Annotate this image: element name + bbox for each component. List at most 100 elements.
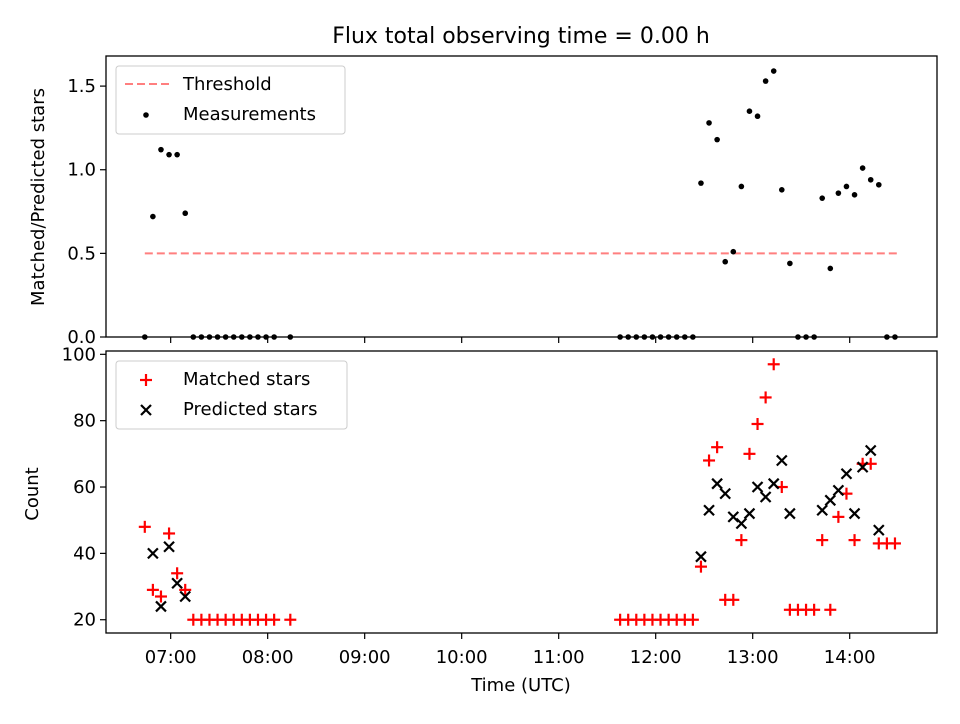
predicted-point: [816, 504, 828, 517]
measurement-point: [770, 68, 777, 74]
measurement-point: [730, 248, 737, 255]
count-points: [138, 358, 901, 626]
predicted-point: [832, 484, 845, 497]
predicted-point: [776, 454, 788, 467]
matched-point: [703, 454, 716, 467]
predicted-point: [856, 461, 869, 473]
matched-legend-marker: [140, 374, 152, 386]
predicted-point: [840, 467, 853, 480]
count-x-ticks: 07:00 08:00 09:00 10:00 11:00 12:00 13:00 14:00: [145, 633, 876, 668]
measurement-point: [698, 180, 704, 186]
measurements-legend-marker: [143, 112, 149, 118]
ratio-legend: Threshold Measurements: [115, 65, 346, 135]
predicted-point: [864, 444, 877, 457]
x-tick-label: 11:00: [533, 647, 585, 668]
predicted-point: [767, 477, 780, 490]
count-y-ticks: 20 40 60 80 100: [62, 344, 106, 631]
matched-point: [824, 603, 837, 616]
measurement-point: [851, 192, 858, 198]
measurement-point: [754, 113, 761, 120]
ratio-x-ticks: [170, 337, 851, 343]
x-axis-label: Time (UTC): [470, 675, 571, 696]
count-axes-frame: [105, 350, 938, 634]
predicted-point: [703, 504, 715, 517]
matched-point: [163, 527, 176, 540]
matched-point: [808, 603, 821, 616]
measurement-points: [142, 68, 898, 340]
measurement-point: [714, 136, 720, 143]
predicted-point: [759, 491, 772, 503]
predicted-point: [784, 507, 796, 520]
matched-point: [832, 510, 845, 523]
count-panel: 20 40 60 80 100 07:00 08:00 09:00 10:00 11:00 12:…: [22, 344, 938, 696]
predicted-point: [711, 477, 723, 490]
matched-point: [146, 583, 159, 596]
predicted-point: [743, 507, 756, 520]
matched-point: [759, 391, 772, 404]
measurement-point: [150, 213, 156, 220]
matched-point: [767, 358, 780, 371]
x-tick-label: 13:00: [727, 647, 779, 668]
ratio-y-tick-label: 0.0: [67, 327, 96, 348]
measurement-point: [875, 181, 882, 188]
matched-point: [816, 534, 829, 547]
matched-point: [284, 613, 297, 626]
matched-point: [743, 447, 756, 460]
measurement-point: [166, 151, 172, 158]
matched-point: [751, 417, 764, 430]
predicted-point: [155, 600, 167, 613]
count-y-tick-label: 80: [73, 411, 96, 432]
ratio-axes-frame: [105, 55, 938, 338]
measurement-point: [738, 183, 745, 190]
matched-point: [179, 583, 192, 596]
chart-title: Flux total observing time = 0.00 h: [332, 24, 710, 49]
predicted-point: [695, 550, 707, 563]
predicted-point: [751, 481, 764, 493]
count-y-axis-label: Count: [22, 467, 43, 520]
measurement-point: [182, 210, 189, 217]
matched-point: [848, 534, 861, 547]
predicted-point: [163, 540, 175, 553]
measurement-point: [174, 151, 180, 158]
x-tick-label: 08:00: [242, 647, 294, 668]
matched-point: [171, 567, 184, 580]
count-y-tick-label: 100: [62, 344, 96, 365]
x-tick-label: 09:00: [339, 647, 391, 668]
threshold-legend-label: Threshold: [182, 74, 272, 95]
ratio-y-tick-label: 1.0: [67, 160, 96, 181]
measurement-point: [787, 260, 793, 267]
matched-point: [686, 613, 699, 626]
x-tick-label: 07:00: [145, 647, 197, 668]
ratio-y-ticks: 0.0 0.5 1.0 1.5: [67, 76, 106, 348]
predicted-point: [735, 517, 748, 530]
x-tick-label: 12:00: [630, 647, 682, 668]
matched-point: [727, 593, 740, 606]
matched-legend-label: Matched stars: [183, 369, 310, 390]
measurements-legend-label: Measurements: [183, 104, 316, 125]
matched-point: [154, 590, 167, 603]
x-tick-label: 14:00: [824, 647, 876, 668]
ratio-y-tick-label: 0.5: [67, 243, 96, 264]
count-y-tick-label: 60: [73, 477, 96, 498]
count-legend-box: [115, 360, 348, 430]
measurement-point: [819, 195, 826, 201]
predicted-legend-marker: [140, 404, 152, 416]
measurement-point: [706, 120, 712, 126]
matched-point: [268, 613, 281, 626]
count-y-tick-label: 40: [73, 543, 96, 564]
predicted-point: [147, 547, 159, 560]
matched-point: [138, 520, 151, 533]
matched-point: [888, 537, 901, 550]
ratio-y-axis-label: Matched/Predicted stars: [28, 88, 49, 306]
measurement-point: [859, 165, 866, 171]
measurement-point: [746, 108, 753, 114]
predicted-legend-label: Predicted stars: [183, 399, 317, 420]
ratio-legend-box: [115, 65, 346, 135]
predicted-point: [873, 524, 885, 536]
ratio-y-tick-label: 1.5: [67, 76, 96, 97]
measurement-point: [867, 176, 874, 183]
predicted-point: [719, 487, 731, 500]
measurement-point: [722, 258, 729, 265]
x-tick-label: 10:00: [436, 647, 488, 668]
